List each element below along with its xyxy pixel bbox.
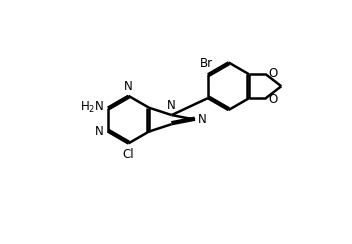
Text: N: N	[95, 125, 104, 138]
Text: O: O	[269, 67, 278, 80]
Text: H$_2$N: H$_2$N	[80, 100, 104, 115]
Text: N: N	[167, 99, 176, 112]
Text: Br: Br	[200, 57, 213, 70]
Text: O: O	[269, 93, 278, 106]
Text: N: N	[124, 80, 133, 93]
Text: Cl: Cl	[122, 148, 134, 161]
Text: N: N	[198, 113, 207, 126]
